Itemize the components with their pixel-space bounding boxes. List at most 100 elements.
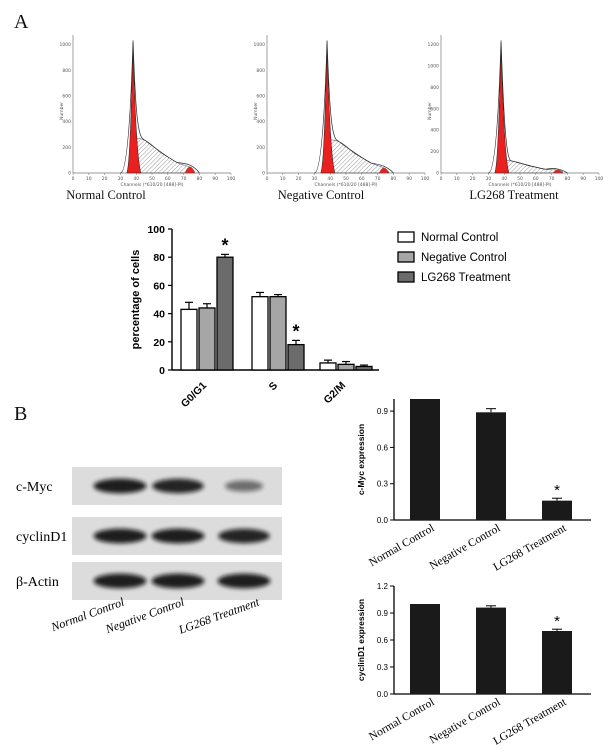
blot-band (151, 573, 205, 589)
hist-x-tick-label: 30 (118, 176, 124, 182)
blot-lane-label: LG268 Treatment (176, 594, 262, 637)
cycle-legend-swatch (397, 271, 415, 283)
hist-y-tick-label: 400 (430, 128, 439, 134)
cycle-legend-swatch (397, 251, 415, 263)
myc-y-label: c-Myc expression (356, 424, 366, 495)
ccnd-y-tick-label: 0.3 (377, 663, 389, 672)
cycle-y-tick-label: 20 (153, 337, 165, 349)
cycle-bar (287, 343, 305, 371)
ccnd-x-tick-label: Normal Control (367, 696, 436, 743)
hist-x-tick-label: 10 (280, 176, 286, 182)
hist-y-tick-label: 600 (430, 106, 439, 112)
cycle-significance-star: * (292, 321, 299, 341)
cycle-legend-label: LG268 Treatment (421, 272, 511, 284)
cycle-y-label: percentage of cells (130, 250, 142, 350)
hist-y-tick-label: 1000 (254, 42, 266, 48)
hist-g2-peak (184, 166, 195, 174)
blot-band (217, 573, 271, 589)
hist-x-tick-label: 50 (517, 176, 523, 182)
myc-bar (410, 399, 440, 520)
cycle-legend-swatch (397, 231, 415, 243)
hist-envelope (120, 40, 200, 174)
myc-y-tick-label: 0.6 (377, 443, 389, 452)
cycle-bar (216, 256, 234, 371)
hist-x-tick-label: 40 (133, 176, 139, 182)
hist-y-label: Number (427, 102, 433, 120)
cycle-bar (319, 362, 337, 371)
hist-x-tick-label: 80 (391, 176, 397, 182)
hist-caption: Normal Control (66, 188, 146, 202)
blot-band (224, 480, 264, 492)
hist-x-tick-label: 10 (86, 176, 92, 182)
blot-band (93, 573, 147, 589)
cycle-legend-label: Negative Control (421, 252, 507, 264)
blot-row-2: cyclinD1 (16, 517, 282, 555)
hist-y-label: Number (253, 102, 259, 120)
hist-x-tick-label: 50 (149, 176, 155, 182)
cycle-y-tick-label: 0 (159, 365, 165, 377)
cycle-legend-label: Normal Control (421, 232, 498, 244)
hist-x-tick-label: 30 (312, 176, 318, 182)
hist-x-tick-label: 10 (454, 176, 460, 182)
blot-row-label: β-Actin (16, 575, 59, 590)
hist-x-tick-label: 40 (327, 176, 333, 182)
hist-envelope (488, 40, 568, 174)
cell-cycle-chart: 0 20 40 60 80 100 percentage of cells * G0/G1 * S G… (130, 224, 511, 410)
ccnd-y-label: cyclinD1 expression (356, 599, 366, 681)
hist-x-label: Channels (*610/20 [488]-PI) (488, 182, 551, 188)
hist-y-tick-label: 0 (68, 171, 71, 177)
cyclind1-chart: 0.0 0.3 0.6 0.9 1.2 cyclinD1 expression Normal… (356, 582, 591, 748)
cycle-bar (269, 296, 287, 371)
hist-y-tick-label: 0 (436, 171, 439, 177)
cycle-bar (251, 296, 269, 371)
hist-x-tick-label: 60 (359, 176, 365, 182)
panel-label-b: B (14, 403, 27, 425)
myc-y-tick-label: 0.9 (377, 407, 389, 416)
ccnd-y-tick-label: 1.2 (377, 582, 389, 591)
cycle-x-tick-label: G2/M (321, 379, 348, 406)
ccnd-bar (476, 607, 506, 694)
cycle-y-tick-label: 60 (153, 280, 165, 292)
hist-x-tick-label: 40 (501, 176, 507, 182)
histogram-2: 0 10 20 30 40 50 60 70 80 90 10002004006008001000N… (253, 35, 429, 202)
blot-band (93, 528, 147, 544)
ccnd-bar (410, 604, 440, 694)
hist-s-phase (135, 138, 195, 174)
hist-x-tick-label: 60 (533, 176, 539, 182)
hist-x-tick-label: 90 (406, 176, 412, 182)
hist-envelope (314, 40, 394, 174)
hist-y-tick-label: 600 (256, 93, 265, 99)
hist-y-tick-label: 1000 (428, 64, 440, 70)
panel-label-a: A (14, 11, 29, 33)
hist-x-tick-label: 80 (197, 176, 203, 182)
hist-y-tick-label: 0 (262, 171, 265, 177)
ccnd-significance-star: * (554, 613, 560, 630)
blot-band (152, 478, 204, 494)
hist-y-tick-label: 200 (430, 149, 439, 155)
hist-x-tick-label: 50 (343, 176, 349, 182)
ccnd-x-tick-label: LG268 Treatment (491, 696, 569, 748)
hist-x-tick-label: 100 (595, 176, 603, 182)
hist-g2-peak (378, 167, 389, 174)
cycle-y-tick-label: 100 (147, 224, 165, 236)
hist-x-tick-label: 70 (181, 176, 187, 182)
cycle-bar (355, 365, 373, 371)
hist-x-tick-label: 20 (102, 176, 108, 182)
hist-x-tick-label: 60 (165, 176, 171, 182)
hist-x-label: Channels (*610/20 [488]-PI) (314, 182, 377, 188)
hist-x-tick-label: 0 (440, 176, 443, 182)
hist-x-tick-label: 90 (580, 176, 586, 182)
hist-x-tick-label: 70 (549, 176, 555, 182)
hist-x-tick-label: 100 (421, 176, 430, 182)
histogram-panels: 0 10 20 30 40 50 60 70 80 90 10002004006008001000N… (59, 35, 603, 202)
cycle-significance-star: * (221, 235, 228, 255)
hist-y-tick-label: 400 (256, 119, 265, 125)
hist-y-tick-label: 1200 (428, 42, 440, 48)
hist-caption: LG268 Treatment (469, 188, 559, 202)
cycle-x-tick-label: G0/G1 (179, 380, 209, 410)
c-myc-chart: 0.0 0.3 0.6 0.9 c-Myc expression Normal Contr… (356, 399, 591, 574)
hist-y-tick-label: 600 (62, 93, 71, 99)
myc-significance-star: * (554, 482, 560, 499)
